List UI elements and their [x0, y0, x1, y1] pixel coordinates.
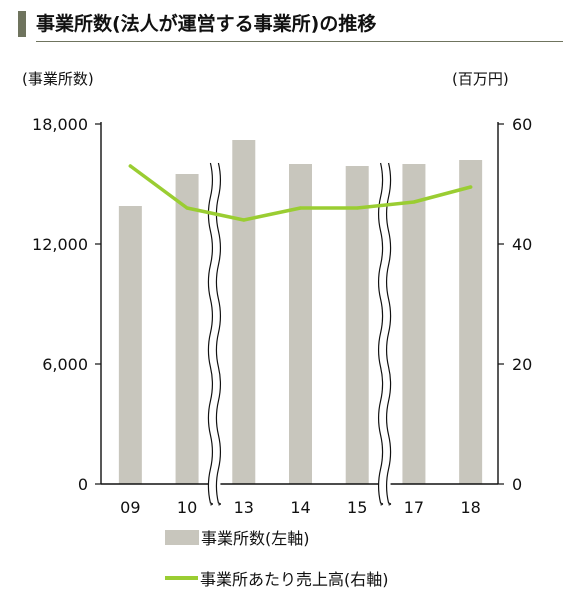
x-tick-label-09: 09 — [120, 498, 140, 517]
bar-13 — [232, 140, 256, 484]
title-divider — [36, 41, 563, 42]
bar-14 — [289, 164, 312, 484]
line-point-10 — [185, 206, 189, 210]
x-tick-label-18: 18 — [460, 498, 480, 517]
left-tick-label-2: 12,000 — [32, 235, 88, 254]
x-tick-label-13: 13 — [234, 498, 254, 517]
line-point-09 — [128, 164, 132, 168]
title-accent-bar — [18, 11, 26, 37]
bar-18 — [459, 160, 483, 484]
axis-break-wave-left-1 — [377, 162, 384, 506]
legend-bar-swatch — [165, 529, 199, 545]
legend-line-swatch — [165, 576, 198, 580]
line-point-17 — [412, 200, 416, 204]
bar-09 — [118, 206, 142, 484]
right-tick-label-3: 60 — [512, 115, 532, 134]
right-tick-label-2: 40 — [512, 235, 532, 254]
legend-bar-label: 事業所数(左軸) — [201, 529, 310, 548]
bar-17 — [402, 164, 426, 484]
x-tick-label-15: 15 — [347, 498, 367, 517]
bar-10 — [175, 174, 199, 484]
left-tick-label-1: 6,000 — [42, 355, 88, 374]
left-tick-label-0: 0 — [78, 475, 88, 494]
x-tick-label-10: 10 — [177, 498, 197, 517]
left-tick-label-3: 18,000 — [32, 115, 88, 134]
axis-break-wave-left-0 — [207, 162, 214, 506]
bar-15 — [345, 166, 369, 484]
axis-break-wave-right-0 — [215, 162, 222, 506]
legend-item-line: 事業所あたり売上高(右軸) — [165, 566, 389, 590]
legend-line-label: 事業所あたり売上高(右軸) — [200, 570, 389, 589]
axis-break-gap-0 — [208, 160, 221, 508]
left-axis-caption: (事業所数) — [22, 70, 94, 88]
line-point-15 — [355, 206, 359, 210]
right-tick-label-1: 20 — [512, 355, 532, 374]
line-point-14 — [298, 206, 303, 210]
x-tick-label-14: 14 — [290, 498, 310, 517]
axis-break-gap-1 — [378, 160, 391, 508]
chart-title: 事業所数(法人が運営する事業所)の推移 — [36, 13, 377, 35]
title-block: 事業所数(法人が運営する事業所)の推移 — [18, 10, 563, 42]
right-tick-label-0: 0 — [512, 475, 522, 494]
x-tick-label-17: 17 — [404, 498, 424, 517]
line-point-13 — [242, 218, 246, 222]
legend-item-bar: 事業所数(左軸) — [165, 525, 310, 549]
axis-break-wave-right-1 — [385, 162, 392, 506]
right-axis-caption: (百万円) — [452, 70, 509, 88]
line-point-18 — [469, 185, 473, 189]
